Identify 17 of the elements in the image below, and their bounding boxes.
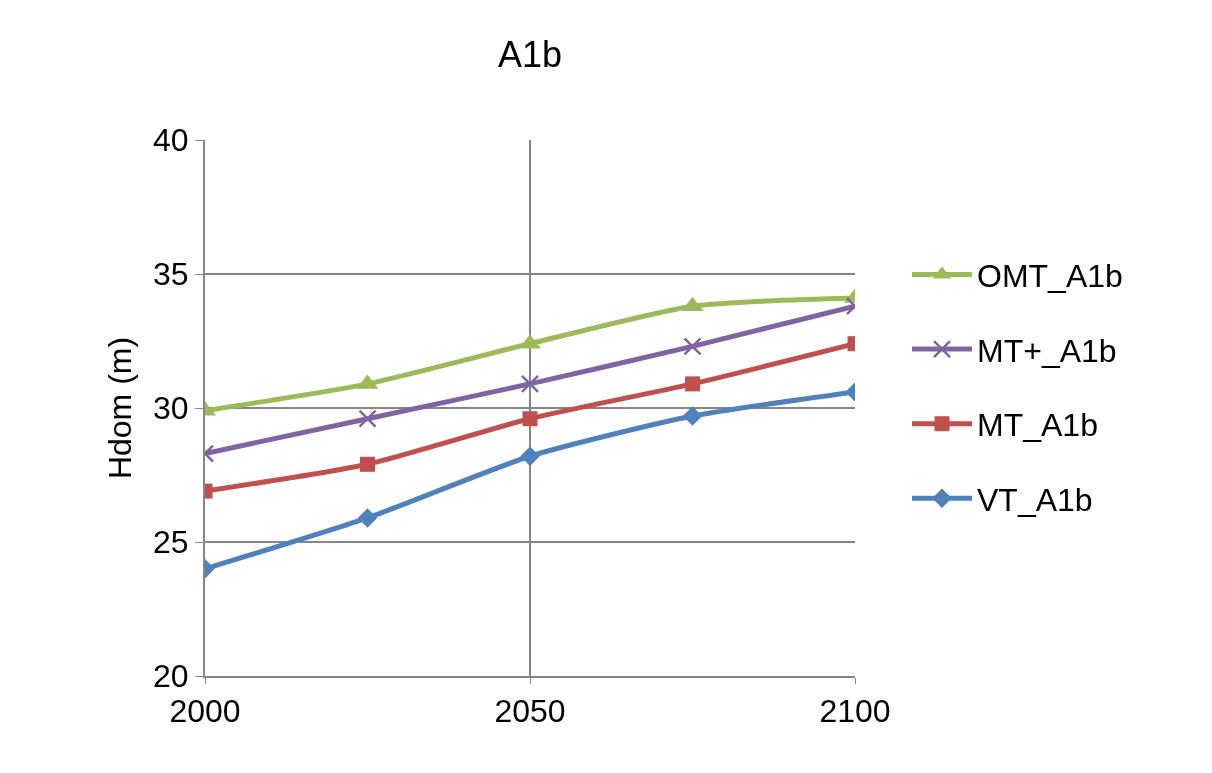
x-tick-label: 2100 bbox=[819, 693, 891, 730]
chart-title: A1b bbox=[497, 33, 563, 75]
point bbox=[520, 446, 540, 466]
y-tick-label: 30 bbox=[153, 390, 189, 427]
x-tick-label: 2000 bbox=[169, 693, 241, 730]
y-tick-label: 25 bbox=[153, 524, 189, 561]
y-axis-title: Hdom (m) bbox=[101, 336, 138, 480]
legend-label: VT_A1b bbox=[977, 481, 1093, 518]
point bbox=[520, 374, 540, 394]
point bbox=[522, 411, 538, 427]
y-tick-label: 40 bbox=[153, 122, 189, 159]
y-tick-label: 35 bbox=[153, 256, 189, 293]
legend-label: MT+_A1b bbox=[977, 332, 1117, 369]
y-tick-label: 20 bbox=[153, 658, 189, 695]
legend-label: MT_A1b bbox=[977, 407, 1098, 444]
legend-label: OMT_A1b bbox=[977, 257, 1123, 294]
x-tick-label: 2050 bbox=[494, 693, 566, 730]
